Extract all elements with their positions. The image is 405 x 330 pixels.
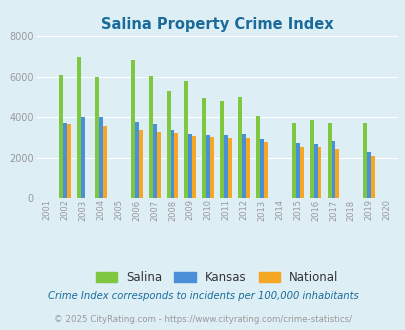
Bar — [206, 135, 210, 198]
Title: Salina Property Crime Index: Salina Property Crime Index — [101, 17, 333, 32]
Bar — [238, 97, 241, 198]
Bar — [327, 123, 331, 198]
Bar — [63, 123, 67, 198]
Bar — [152, 124, 156, 198]
Bar — [309, 120, 313, 198]
Bar — [317, 148, 321, 198]
Bar — [295, 144, 299, 198]
Bar — [263, 143, 267, 198]
Legend: Salina, Kansas, National: Salina, Kansas, National — [90, 265, 344, 290]
Bar — [202, 98, 206, 198]
Bar — [362, 123, 367, 198]
Bar — [77, 56, 81, 198]
Bar — [134, 122, 139, 198]
Bar — [245, 138, 249, 198]
Bar — [156, 132, 160, 198]
Bar — [331, 141, 335, 198]
Bar — [259, 139, 263, 198]
Bar — [102, 126, 107, 198]
Text: Crime Index corresponds to incidents per 100,000 inhabitants: Crime Index corresponds to incidents per… — [47, 291, 358, 301]
Bar — [81, 117, 85, 198]
Bar — [241, 134, 245, 198]
Bar — [188, 134, 192, 198]
Bar — [367, 151, 370, 198]
Bar — [99, 117, 102, 198]
Bar — [370, 155, 374, 198]
Bar — [224, 135, 228, 198]
Bar — [59, 75, 63, 198]
Bar — [67, 124, 71, 198]
Bar — [335, 149, 339, 198]
Bar — [210, 137, 214, 198]
Bar — [291, 123, 295, 198]
Bar — [256, 116, 259, 198]
Bar — [220, 101, 224, 198]
Text: © 2025 CityRating.com - https://www.cityrating.com/crime-statistics/: © 2025 CityRating.com - https://www.city… — [54, 315, 351, 324]
Bar — [228, 138, 232, 198]
Bar — [166, 91, 170, 198]
Bar — [148, 76, 152, 198]
Bar — [95, 77, 99, 198]
Bar — [192, 136, 196, 198]
Bar — [299, 148, 303, 198]
Bar — [174, 133, 178, 198]
Bar — [130, 59, 134, 198]
Bar — [170, 130, 174, 198]
Bar — [313, 145, 317, 198]
Bar — [139, 130, 142, 198]
Bar — [184, 81, 188, 198]
